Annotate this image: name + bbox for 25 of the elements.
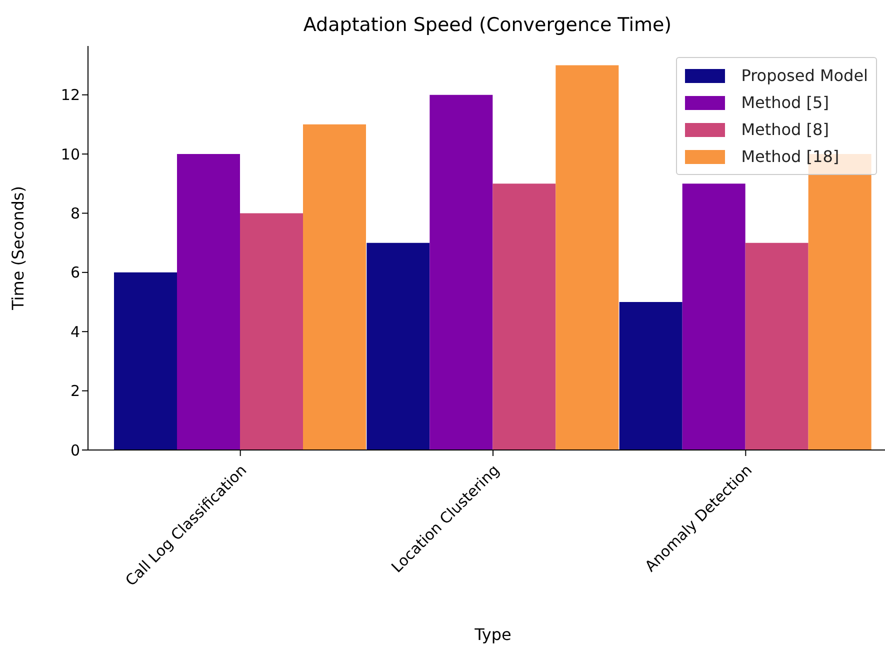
y-axis-title: Time (Seconds): [8, 186, 28, 311]
bar: [114, 272, 177, 450]
bar: [430, 94, 493, 450]
y-tick-label: 10: [60, 145, 80, 164]
legend-label: Proposed Model: [741, 66, 868, 85]
bar: [492, 184, 556, 450]
y-tick-label: 4: [70, 322, 80, 341]
bar: [177, 154, 240, 450]
bar: [240, 213, 303, 450]
y-tick-label: 0: [70, 441, 80, 460]
legend-label: Method [5]: [741, 93, 829, 112]
x-axis-title: Type: [474, 625, 512, 644]
y-tick-label: 6: [70, 264, 80, 282]
legend-label: Method [8]: [741, 120, 829, 139]
bar: [619, 302, 682, 450]
bar: [366, 242, 430, 450]
bar: [303, 124, 366, 450]
chart-title: Adaptation Speed (Convergence Time): [302, 14, 673, 36]
bar: [745, 242, 808, 450]
bar: [682, 184, 746, 450]
y-tick-label: 12: [60, 86, 80, 104]
legend-label: Method [18]: [741, 147, 840, 166]
y-tick-label: 8: [70, 204, 80, 223]
bar: [556, 65, 619, 450]
y-tick-label: 2: [70, 382, 80, 400]
